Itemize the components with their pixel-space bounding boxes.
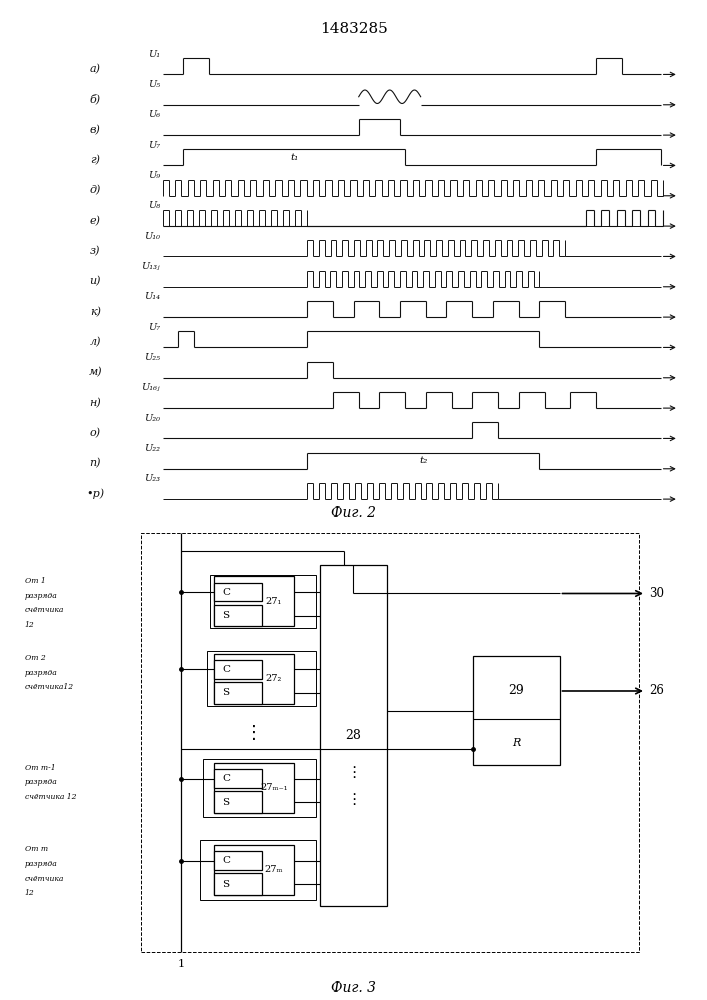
Text: t₁: t₁ [290,153,298,162]
Bar [214,791,262,813]
Bar [214,660,262,679]
Text: о): о) [90,428,101,438]
Text: б): б) [90,94,101,105]
Text: 27ₘ₋₁: 27ₘ₋₁ [260,784,288,792]
Text: C: C [222,665,230,674]
Text: S: S [222,880,229,889]
Text: Фиг. 3: Фиг. 3 [331,981,376,995]
Bar [214,769,262,788]
Bar [214,873,262,895]
Text: м): м) [88,367,103,378]
Text: U₉: U₉ [148,171,160,180]
Bar [214,845,293,895]
Text: 1: 1 [177,959,185,969]
Text: 27ₘ: 27ₘ [264,865,283,874]
Text: и): и) [90,276,101,287]
Text: 12: 12 [25,889,34,897]
Text: U₇: U₇ [148,141,160,150]
Text: в): в) [90,125,101,135]
Text: счётчика: счётчика [25,606,64,614]
Text: U₂₀: U₂₀ [144,414,160,423]
Text: C: C [222,588,230,597]
Text: U₁₆ⱼ: U₁₆ⱼ [141,383,160,392]
Text: счётчика 12: счётчика 12 [25,793,76,801]
Text: U₆: U₆ [148,110,160,119]
Text: д): д) [90,185,101,196]
Text: t₂: t₂ [419,456,427,465]
Text: з): з) [90,246,100,256]
Text: U₇: U₇ [148,323,160,332]
Text: разряда: разряда [25,669,57,677]
Text: S: S [222,611,229,620]
Text: S: S [222,688,229,697]
Bar [203,759,316,817]
Text: л): л) [90,337,101,347]
Bar [214,763,293,813]
Text: От 2: От 2 [25,654,45,662]
Text: От 1: От 1 [25,577,45,585]
Text: U₁: U₁ [148,50,160,59]
Text: U₁₄: U₁₄ [144,292,160,301]
Text: н): н) [90,398,101,408]
Text: 1483285: 1483285 [320,22,387,36]
Text: г): г) [90,155,100,165]
Bar [214,654,293,704]
Text: счётчика12: счётчика12 [25,683,74,691]
Text: а): а) [90,64,101,74]
Text: Фиг. 2: Фиг. 2 [331,506,376,520]
Text: разряда: разряда [25,778,57,786]
Bar [141,533,639,952]
Bar [214,605,262,626]
Text: R: R [512,738,520,748]
Text: 28: 28 [346,729,361,742]
Text: U₂₂: U₂₂ [144,444,160,453]
Text: 29: 29 [508,684,524,697]
Text: U₂₃: U₂₃ [144,474,160,483]
Bar [214,576,293,626]
Text: 27₁: 27₁ [266,597,282,606]
Bar [473,656,559,765]
Text: разряда: разряда [25,860,57,868]
Text: ⋮: ⋮ [346,765,361,780]
Text: счётчика: счётчика [25,875,64,883]
Text: е): е) [90,216,101,226]
Text: U₈: U₈ [148,201,160,210]
Text: п): п) [90,458,101,469]
Text: S: S [222,798,229,807]
Text: ⋮: ⋮ [346,792,361,807]
Text: 26: 26 [649,684,664,697]
Text: U₁₀: U₁₀ [144,232,160,241]
Bar [199,840,316,900]
Text: U₁₃ⱼ: U₁₃ⱼ [141,262,160,271]
Text: к): к) [90,307,101,317]
Text: •р): •р) [86,488,105,499]
Text: C: C [222,774,230,783]
Bar [206,651,316,706]
Bar [214,682,262,704]
Text: 27₂: 27₂ [266,674,282,683]
Text: ⋮: ⋮ [245,724,263,742]
Text: C: C [222,856,230,865]
Bar [214,583,262,601]
Text: U₂₅: U₂₅ [144,353,160,362]
Bar [211,575,316,628]
Text: U₅: U₅ [148,80,160,89]
Text: 30: 30 [649,587,665,600]
Text: 12: 12 [25,621,34,629]
Text: От m-1: От m-1 [25,764,55,772]
Text: разряда: разряда [25,592,57,600]
Bar [320,565,387,906]
Text: От m: От m [25,845,47,853]
Bar [214,851,262,870]
